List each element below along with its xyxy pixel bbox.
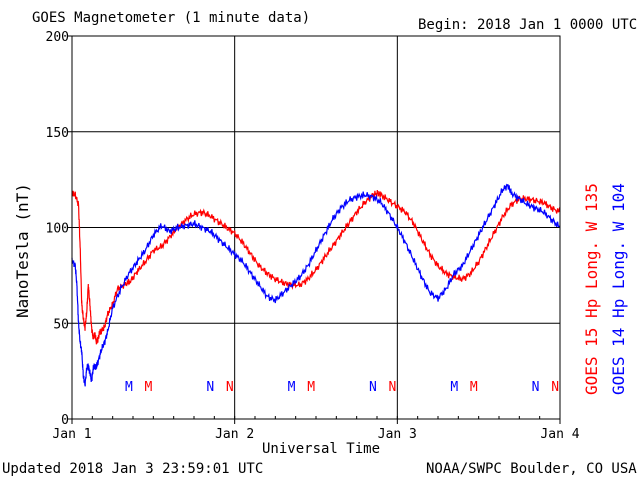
goes15-series-line [71,190,561,345]
goes14-series-line [71,183,561,387]
noon-marker: N [551,380,559,395]
x-tick-label: Jan 2 [215,427,254,442]
midnight-marker: M [145,380,153,395]
x-tick-label: Jan 4 [540,427,579,442]
midnight-marker: M [125,380,133,395]
midnight-marker: M [288,380,296,395]
noon-marker: N [389,380,397,395]
midnight-marker: M [470,380,478,395]
x-tick-label: Jan 3 [378,427,417,442]
y-tick-label: 200 [46,30,69,45]
y-tick-label: 100 [46,222,69,237]
noon-marker: N [206,380,214,395]
y-axis-label: NanoTesla (nT) [13,183,32,318]
noon-marker: N [532,380,540,395]
legend-goes14: GOES 14 Hp Long. W 104 [609,183,628,395]
y-tick-label: 150 [46,126,69,141]
chart-ticks: 0 50 100 150 200 Jan 1 Jan 2 Jan 3 Jan 4 [46,30,580,442]
chart-series [71,183,561,387]
chart-grid [72,36,560,419]
y-tick-label: 0 [61,413,69,428]
midnight-marker: M [307,380,315,395]
source-credit: NOAA/SWPC Boulder, CO USA [426,461,637,477]
noon-marker: N [369,380,377,395]
x-axis-label: Universal Time [262,441,381,457]
plot-frame [71,35,561,420]
chart-title: GOES Magnetometer (1 minute data) [32,10,311,26]
noon-marker: N [226,380,234,395]
y-tick-label: 50 [53,317,69,332]
updated-timestamp: Updated 2018 Jan 3 23:59:01 UTC [2,461,264,477]
x-tick-label: Jan 1 [52,427,91,442]
midnight-marker: M [450,380,458,395]
begin-time: Begin: 2018 Jan 1 0000 UTC [418,17,638,33]
legend-goes15: GOES 15 Hp Long. W 135 [582,183,601,395]
